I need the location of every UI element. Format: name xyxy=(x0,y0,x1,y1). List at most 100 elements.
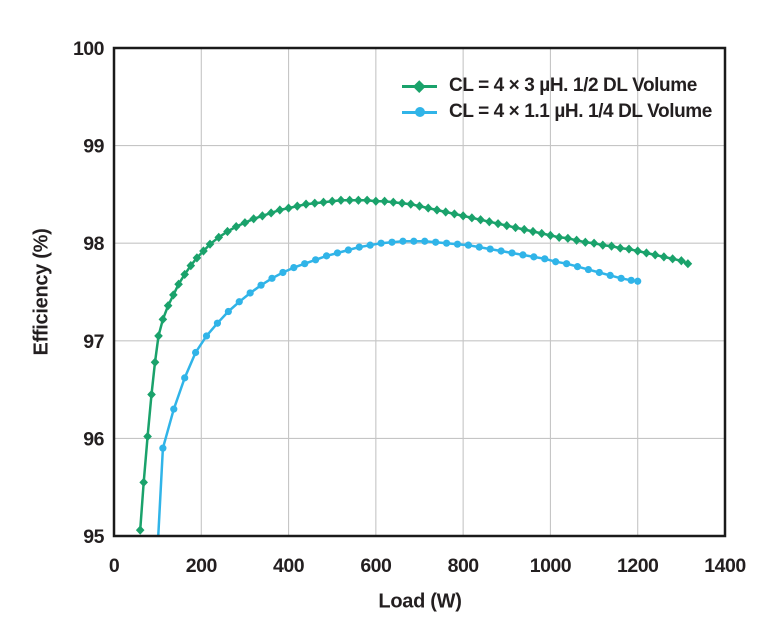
diamond-marker xyxy=(205,239,215,249)
circle-marker xyxy=(153,560,160,567)
diamond-marker xyxy=(345,195,354,205)
diamond-marker xyxy=(607,241,616,251)
diamond-marker xyxy=(546,230,555,240)
diamond-marker xyxy=(589,238,599,248)
diamond-marker xyxy=(147,389,156,400)
circle-marker xyxy=(410,237,418,245)
diamond-marker xyxy=(415,201,424,211)
plot-border xyxy=(112,46,727,538)
diamond-marker xyxy=(511,222,520,233)
diamond-marker xyxy=(572,235,581,245)
diamond-marker xyxy=(380,196,389,206)
circle-marker xyxy=(301,260,309,268)
diamond-marker xyxy=(180,269,190,280)
diamond-marker xyxy=(371,196,381,206)
diamond-marker xyxy=(231,222,241,232)
diamond-marker xyxy=(293,201,302,211)
diamond-marker xyxy=(642,248,651,258)
diamond-marker xyxy=(186,261,196,271)
circle-marker xyxy=(257,281,265,289)
circle-marker xyxy=(497,247,505,255)
legend-label-quarter-dl-volume: CL = 4 × 1.1 µH. 1/4 DL Volume xyxy=(449,101,712,122)
circle-series-swatch-icon xyxy=(402,99,437,125)
diamond-marker xyxy=(240,218,250,228)
circle-marker xyxy=(377,239,385,247)
circle-marker xyxy=(421,237,429,245)
diamond-marker xyxy=(169,290,178,300)
circle-marker xyxy=(475,243,483,251)
circle-marker xyxy=(366,241,374,249)
series-line xyxy=(156,239,638,536)
diamond-marker xyxy=(301,199,311,209)
circle-marker xyxy=(562,260,571,268)
legend-label-half-dl-volume: CL = 4 × 3 µH. 1/2 DL Volume xyxy=(449,75,697,96)
diamond-marker xyxy=(554,232,564,242)
x-tick-label-0: 0 xyxy=(109,555,120,577)
circle-marker xyxy=(170,405,178,413)
x-tick-label-1000: 1000 xyxy=(530,555,572,577)
y-tick-label-98: 98 xyxy=(83,233,104,255)
circle-marker xyxy=(595,268,603,277)
diamond-marker xyxy=(683,259,693,269)
circle-marker xyxy=(519,251,527,259)
diamond-marker xyxy=(284,203,293,213)
diamond-marker xyxy=(406,199,416,209)
series-line xyxy=(138,199,689,531)
diamond-marker xyxy=(174,279,183,289)
diamond-marker xyxy=(150,357,160,367)
diamond-marker xyxy=(389,197,398,207)
circle-marker xyxy=(333,249,342,257)
diamond-marker xyxy=(135,525,145,535)
y-tick-label-95: 95 xyxy=(83,526,104,548)
diamond-marker xyxy=(310,198,320,208)
circle-marker xyxy=(486,245,494,253)
diamond-series-swatch-icon xyxy=(402,73,437,99)
diamond-marker xyxy=(258,211,267,221)
diamond-marker xyxy=(659,252,669,262)
diamond-marker xyxy=(163,301,173,311)
circle-marker xyxy=(235,298,243,306)
gridlines xyxy=(114,48,725,536)
circle-marker xyxy=(464,241,472,249)
y-tick-label-97: 97 xyxy=(83,331,104,353)
y-tick-label-96: 96 xyxy=(83,428,104,450)
diamond-marker xyxy=(275,205,285,215)
legend-item-half-dl-volume: CL = 4 × 3 µH. 1/2 DL Volume xyxy=(402,73,712,99)
diamond-marker xyxy=(143,431,152,442)
legend: CL = 4 × 3 µH. 1/2 DL Volume CL = 4 × 1.… xyxy=(402,73,712,125)
x-axis-title: Load (W) xyxy=(378,590,462,613)
diamond-marker xyxy=(450,209,459,219)
circle-marker xyxy=(181,374,189,382)
x-tick-label-400: 400 xyxy=(273,555,305,577)
circle-marker xyxy=(627,276,635,284)
diamond-marker xyxy=(476,215,485,225)
diamond-marker xyxy=(467,213,477,223)
diamond-marker xyxy=(581,237,590,247)
circle-marker xyxy=(322,252,331,260)
circle-marker xyxy=(541,255,549,263)
circle-marker xyxy=(399,237,407,245)
circle-marker xyxy=(453,240,462,248)
diamond-marker xyxy=(158,314,168,324)
circle-marker xyxy=(508,249,516,257)
diamond-marker xyxy=(319,197,328,207)
diamond-marker xyxy=(485,217,494,227)
circle-marker xyxy=(442,239,451,247)
circle-marker xyxy=(268,274,276,282)
circle-marker xyxy=(552,258,560,266)
circle-marker xyxy=(355,243,363,251)
series-quarter-dl xyxy=(153,237,642,567)
diamond-marker xyxy=(249,214,258,224)
diamond-marker xyxy=(223,226,232,237)
diamond-marker xyxy=(668,254,677,264)
diamond-marker xyxy=(633,246,643,256)
circle-marker xyxy=(584,265,592,274)
x-tick-label-1400: 1400 xyxy=(704,555,746,577)
diamond-marker xyxy=(519,224,529,235)
diamond-marker xyxy=(199,246,208,256)
diamond-marker xyxy=(214,232,224,242)
series-half-dl xyxy=(135,195,693,535)
circle-marker xyxy=(344,246,352,254)
diamond-marker xyxy=(266,208,276,218)
